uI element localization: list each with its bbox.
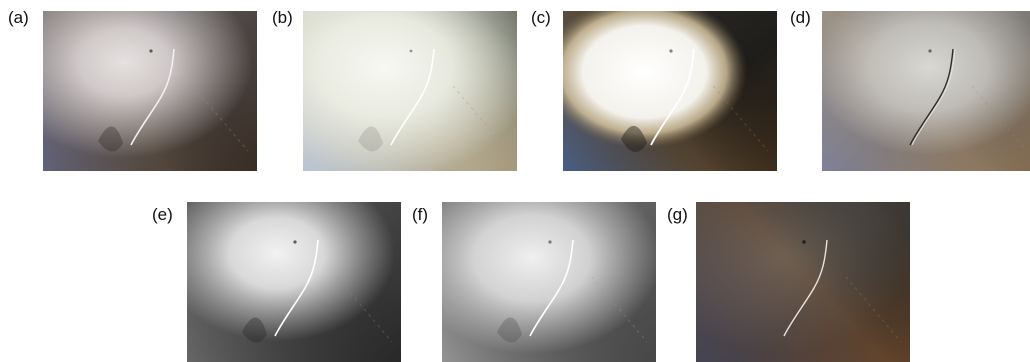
panel-label: (d) [790,8,811,27]
photo [563,11,777,171]
photo [442,202,656,362]
photo [43,11,257,171]
photo [822,11,1030,171]
panel-label: (c) [531,8,551,27]
panel-label: (f) [412,205,429,224]
photo [187,202,401,362]
photo [696,202,910,362]
panel-label: (a) [8,8,29,27]
panel-label: (b) [272,8,293,27]
panel-label: (e) [152,205,173,224]
photo [303,11,517,171]
panel-label: (g) [667,205,688,224]
